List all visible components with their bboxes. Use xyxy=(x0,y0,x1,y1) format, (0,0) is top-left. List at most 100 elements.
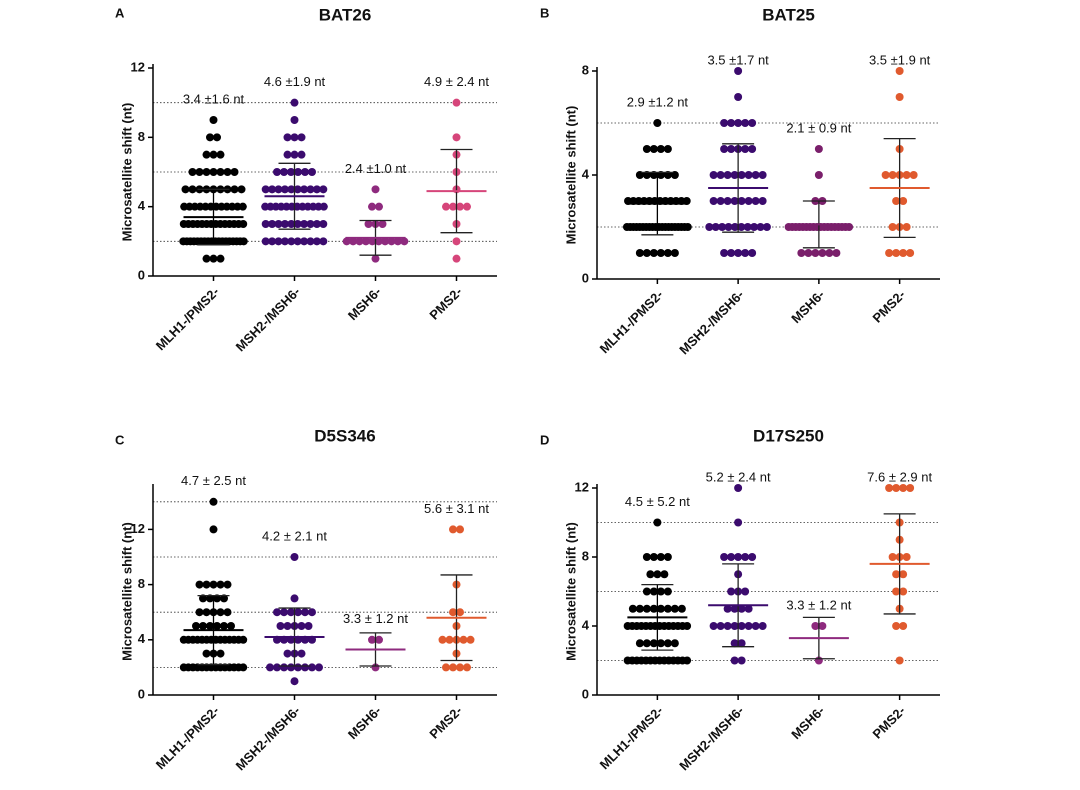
data-point xyxy=(670,639,679,648)
data-point xyxy=(216,608,225,617)
data-point xyxy=(223,608,232,617)
data-point xyxy=(899,197,908,205)
data-point xyxy=(744,171,753,179)
data-point xyxy=(888,171,897,179)
data-point xyxy=(751,197,760,205)
data-point xyxy=(902,553,911,561)
data-point xyxy=(670,249,679,257)
annotation: 4.2 ± 2.1 nt xyxy=(262,528,327,543)
data-point xyxy=(646,570,655,579)
data-point xyxy=(653,119,662,127)
data-point xyxy=(261,220,270,228)
data-point xyxy=(452,237,461,246)
data-point xyxy=(734,553,743,561)
data-point xyxy=(297,133,306,142)
data-point xyxy=(663,639,672,648)
data-point xyxy=(355,237,364,246)
data-point xyxy=(192,622,200,630)
data-point xyxy=(758,171,767,179)
data-point xyxy=(283,133,292,142)
data-point xyxy=(361,237,370,246)
data-point xyxy=(239,237,248,246)
data-point xyxy=(290,98,299,107)
data-point xyxy=(751,171,760,179)
data-point xyxy=(195,608,204,617)
data-point xyxy=(306,237,315,246)
data-point xyxy=(811,622,820,630)
data-point xyxy=(297,622,306,630)
data-point xyxy=(895,67,904,75)
annotation: 5.6 ± 3.1 nt xyxy=(424,501,489,516)
data-point xyxy=(656,249,665,257)
data-point xyxy=(202,608,211,617)
data-point xyxy=(649,145,658,153)
annotation: 7.6 ± 2.9 nt xyxy=(867,469,932,484)
data-point xyxy=(213,594,221,603)
y-tick-label: 8 xyxy=(582,548,589,563)
data-point xyxy=(239,220,248,228)
data-point xyxy=(906,484,915,492)
data-point xyxy=(748,145,757,153)
x-tick-label: MSH2-/MSH6- xyxy=(676,287,746,357)
data-point xyxy=(737,639,746,648)
panel-title: D5S346 xyxy=(314,426,375,445)
annotation: 3.3 ± 1.2 nt xyxy=(343,611,408,626)
data-point xyxy=(881,171,890,179)
data-point xyxy=(306,220,315,228)
y-axis-label: Microsatellite shift (nt) xyxy=(563,106,578,245)
data-point xyxy=(261,185,270,194)
data-point xyxy=(220,622,228,630)
data-point xyxy=(727,553,736,561)
x-tick-label: MSH6- xyxy=(788,703,827,742)
data-point xyxy=(452,98,461,107)
data-point xyxy=(287,608,295,617)
data-point xyxy=(642,553,651,561)
data-point xyxy=(902,223,911,231)
data-point xyxy=(825,249,834,257)
data-point xyxy=(751,622,760,630)
data-point xyxy=(378,220,387,228)
data-point xyxy=(720,119,729,127)
data-point xyxy=(442,663,450,672)
x-tick-label: PMS2- xyxy=(869,287,908,326)
data-point xyxy=(892,587,901,596)
data-point xyxy=(724,223,733,231)
annotation: 3.5 ±1.9 nt xyxy=(869,52,931,67)
data-point xyxy=(832,249,841,257)
data-point xyxy=(656,639,665,648)
data-point xyxy=(371,254,380,263)
annotation: 2.4 ±1.0 nt xyxy=(345,161,407,176)
data-point xyxy=(730,171,739,179)
data-point xyxy=(720,249,729,257)
data-point xyxy=(730,622,739,630)
data-point xyxy=(649,553,658,561)
data-point xyxy=(297,649,306,658)
x-tick-label: PMS2- xyxy=(869,703,908,742)
data-point xyxy=(899,570,908,579)
data-point xyxy=(730,223,739,231)
data-point xyxy=(649,249,658,257)
data-point xyxy=(716,171,725,179)
data-point xyxy=(649,604,658,613)
data-point xyxy=(206,133,214,142)
data-point xyxy=(312,185,321,194)
data-point xyxy=(209,580,218,589)
data-point xyxy=(342,237,351,246)
data-point xyxy=(628,604,637,613)
data-point xyxy=(393,237,402,246)
data-point xyxy=(188,185,197,194)
data-point xyxy=(741,249,750,257)
y-tick-label: 0 xyxy=(582,686,589,701)
data-point xyxy=(734,119,743,127)
panel-label: B xyxy=(540,5,549,20)
data-point xyxy=(709,622,718,630)
data-point xyxy=(239,635,248,644)
annotation: 4.5 ± 5.2 nt xyxy=(625,494,690,509)
data-point xyxy=(737,171,746,179)
data-point xyxy=(280,663,288,672)
data-point xyxy=(663,145,672,153)
data-point xyxy=(466,635,475,644)
data-point xyxy=(737,197,746,205)
y-tick-label: 8 xyxy=(138,576,145,591)
data-point xyxy=(290,133,299,142)
